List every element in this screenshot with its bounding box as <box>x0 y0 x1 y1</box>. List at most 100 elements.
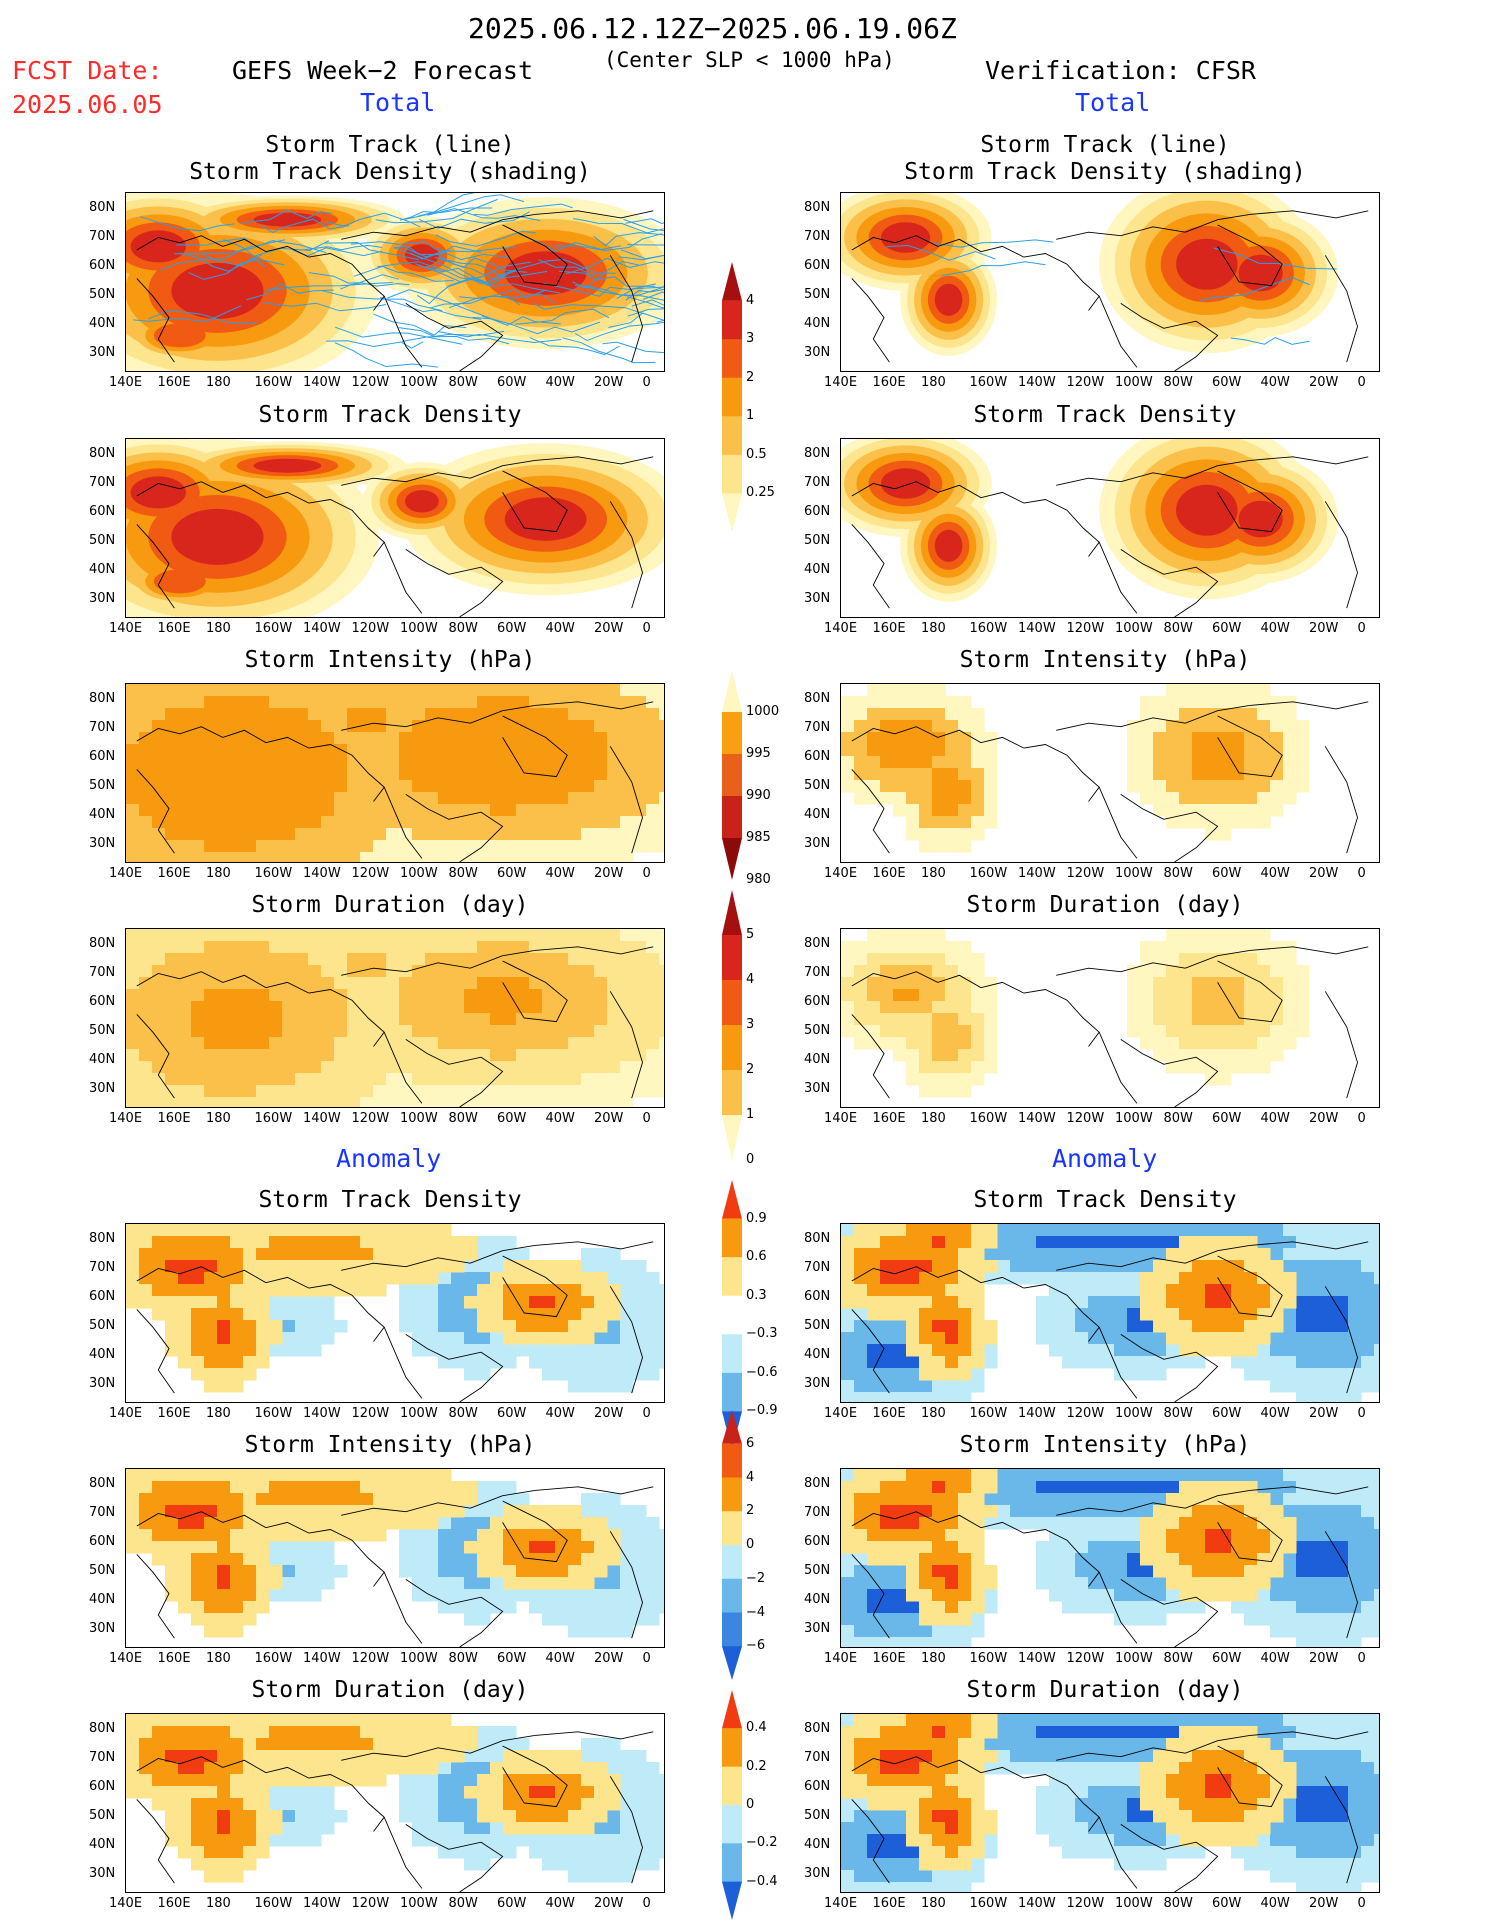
shade-cell <box>451 1493 465 1506</box>
shade-cell <box>568 1001 582 1014</box>
shade-cell <box>1283 1505 1297 1518</box>
shade-cell <box>217 816 231 829</box>
shade-cell <box>945 792 959 805</box>
shade-cell <box>945 989 959 1002</box>
shade-cell <box>412 989 426 1002</box>
shade-cell <box>1127 756 1141 769</box>
shade-cell <box>1127 1601 1141 1614</box>
shade-cell <box>425 941 439 954</box>
shade-cell <box>971 720 985 733</box>
shade-cell <box>945 756 959 769</box>
shade-cell <box>984 744 998 757</box>
shade-cell <box>1322 1308 1336 1321</box>
shade-cell <box>1296 1392 1310 1402</box>
shade-cell <box>438 1726 452 1739</box>
shade-cell <box>516 989 530 1002</box>
shade-cell <box>945 1284 959 1297</box>
shade-cell <box>204 1738 218 1751</box>
shade-cell <box>1257 1236 1271 1249</box>
shade-cell <box>841 1025 855 1038</box>
shade-cell <box>1348 1260 1362 1273</box>
shade-cell <box>269 1541 283 1554</box>
shade-cell <box>347 792 361 805</box>
shade-cell <box>581 780 595 793</box>
shade-cell <box>152 1085 166 1098</box>
shade-cell <box>542 1013 556 1026</box>
shade-cell <box>334 1284 348 1297</box>
shade-cell <box>464 1553 478 1566</box>
shade-cell <box>1036 1236 1050 1249</box>
shade-cell <box>1283 792 1297 805</box>
shade-cell <box>581 732 595 745</box>
shade-cell <box>256 696 270 709</box>
shade-cell <box>477 1037 491 1050</box>
shade-cell <box>594 852 608 862</box>
shade-cell <box>243 708 257 721</box>
shade-cell <box>646 720 660 733</box>
shade-cell <box>464 1073 478 1086</box>
shade-cell <box>1270 941 1284 954</box>
shade-cell <box>1049 1589 1063 1602</box>
shade-cell <box>542 1284 556 1297</box>
shade-cell <box>152 708 166 721</box>
shade-cell <box>919 1073 933 1086</box>
shade-cell <box>399 1073 413 1086</box>
shade-cell <box>334 1049 348 1062</box>
shade-cell <box>1153 792 1167 805</box>
shade-cell <box>204 792 218 805</box>
shade-cell <box>906 792 920 805</box>
shade-cell <box>1166 1236 1180 1249</box>
shade-cell <box>321 792 335 805</box>
shade-cell <box>126 816 140 829</box>
shade-cell <box>256 1589 270 1602</box>
shade-cell <box>230 929 244 942</box>
shade-cell <box>295 1073 309 1086</box>
shade-cell <box>880 1236 894 1249</box>
shade-cell <box>217 1236 231 1249</box>
shade-cell <box>997 1493 1011 1506</box>
shade-cell <box>399 1786 413 1799</box>
shade-cell <box>256 965 270 978</box>
shade-cell <box>880 792 894 805</box>
shade-cell <box>620 1260 634 1273</box>
shade-cell <box>477 1846 491 1859</box>
shade-cell <box>594 1296 608 1309</box>
shade-cell <box>230 1013 244 1026</box>
shade-cell <box>282 1577 296 1590</box>
shade-cell <box>659 929 664 942</box>
shade-cell <box>958 1589 972 1602</box>
shade-cell <box>854 792 868 805</box>
shade-cell <box>984 1260 998 1273</box>
shade-cell <box>230 792 244 805</box>
shade-cell <box>581 1505 595 1518</box>
shade-cell <box>412 1469 426 1482</box>
shade-cell <box>308 953 322 966</box>
shade-cell <box>932 696 946 709</box>
shade-cell <box>1296 1308 1310 1321</box>
shade-cell <box>568 1037 582 1050</box>
shade-cell <box>1309 1529 1323 1542</box>
shade-cell <box>230 1085 244 1098</box>
shade-cell <box>217 684 231 697</box>
shade-cell <box>932 1469 946 1482</box>
shade-cell <box>568 1517 582 1530</box>
shade-cell <box>269 1001 283 1014</box>
shade-cell <box>308 1553 322 1566</box>
shade-cell <box>555 1601 569 1614</box>
shade-cell <box>1127 1553 1141 1566</box>
shade-cell <box>1361 1248 1375 1261</box>
shade-cell <box>1218 1332 1232 1345</box>
shade-cell <box>581 1284 595 1297</box>
shade-cell <box>516 1049 530 1062</box>
shade-cell <box>451 1236 465 1249</box>
shade-cell <box>204 1284 218 1297</box>
shade-cell <box>1231 684 1245 697</box>
shade-cell <box>282 1541 296 1554</box>
shade-cell <box>542 1846 556 1859</box>
shade-cell <box>568 1505 582 1518</box>
shade-cell <box>841 744 855 757</box>
shade-cell <box>204 1493 218 1506</box>
shade-cell <box>230 1553 244 1566</box>
shade-cell <box>282 953 296 966</box>
shade-cell <box>178 756 192 769</box>
